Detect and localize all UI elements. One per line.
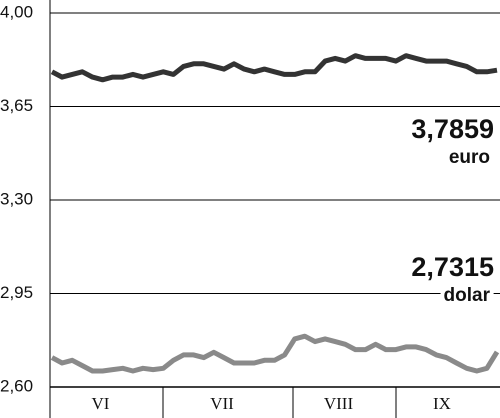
line-series — [50, 53, 498, 83]
y-tick-label: 2,95 — [0, 283, 33, 302]
label-background — [445, 147, 493, 169]
y-tick-label: 4,00 — [0, 2, 33, 21]
series-name: euro — [449, 147, 490, 168]
y-tick-label: 2,60 — [0, 376, 33, 395]
label-background — [440, 285, 494, 307]
label-background — [408, 252, 497, 283]
x-tick-label: IX — [433, 394, 451, 413]
line-series — [50, 333, 500, 374]
x-tick-label: VII — [210, 394, 234, 413]
series-name: dolar — [444, 285, 491, 306]
y-tick-label: 3,65 — [0, 96, 33, 115]
x-tick-label: VIII — [324, 394, 354, 413]
x-tick-label: VI — [92, 394, 110, 413]
y-tick-label: 3,30 — [0, 189, 33, 208]
label-background — [408, 114, 497, 145]
value-label: 2,7315 — [411, 252, 494, 282]
value-label: 3,7859 — [411, 114, 494, 144]
